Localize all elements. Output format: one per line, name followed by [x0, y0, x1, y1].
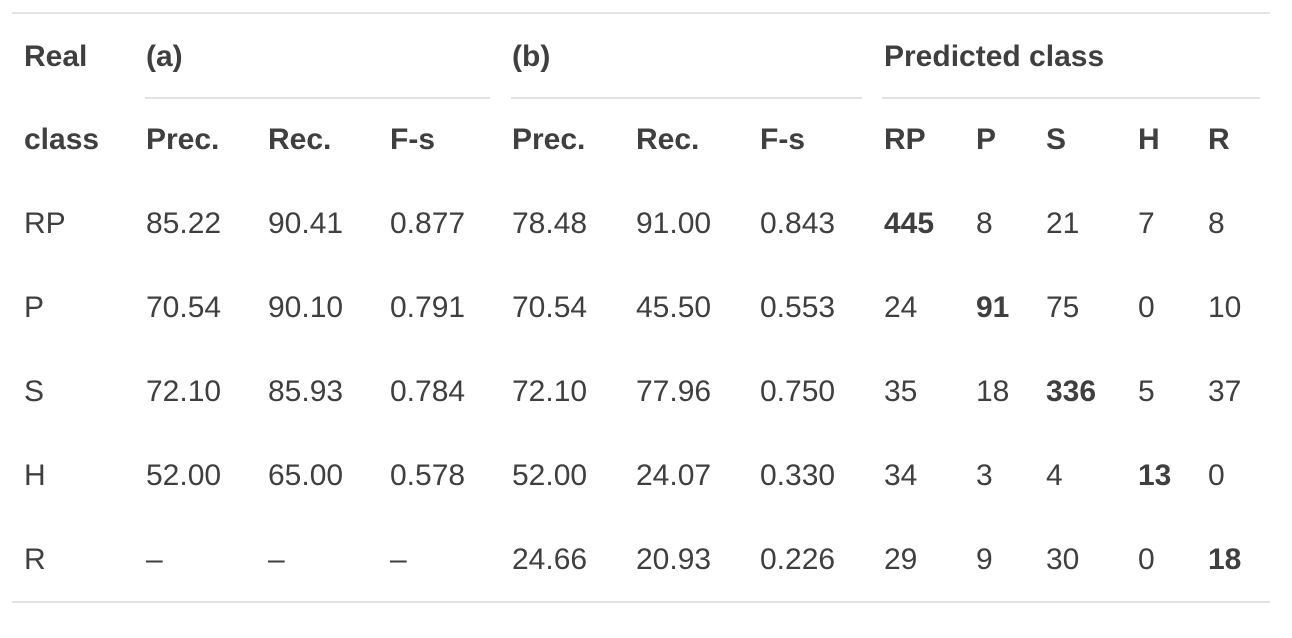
table-cell: 70.54	[512, 291, 588, 324]
real-class-header-line2: class	[24, 123, 100, 156]
table-cell: 7	[1138, 207, 1155, 240]
table-cell: 0.877	[390, 207, 466, 240]
row-label: H	[24, 459, 46, 492]
table-cell: 18	[976, 375, 1010, 408]
table-cell: 85.22	[146, 207, 222, 240]
table-cell: 70.54	[146, 291, 222, 324]
table-cell: 24.07	[636, 459, 712, 492]
group-a-rule	[145, 97, 490, 99]
table-cell: 37	[1208, 375, 1242, 408]
table-cell: 5	[1138, 375, 1155, 408]
table-cell: 30	[1046, 543, 1080, 576]
predicted-class-rule	[882, 97, 1260, 99]
table-cell: 52.00	[512, 459, 588, 492]
table-cell: 8	[976, 207, 993, 240]
col-header-pred-p: P	[976, 123, 997, 156]
table-cell: 29	[884, 543, 918, 576]
table-cell: 75	[1046, 291, 1080, 324]
col-header-a-recall: Rec.	[268, 123, 332, 156]
table-cell: 77.96	[636, 375, 712, 408]
col-header-pred-h: H	[1138, 123, 1160, 156]
table-top-rule	[12, 12, 1270, 14]
table-cell: 0.784	[390, 375, 466, 408]
table-cell: 9	[976, 543, 993, 576]
table-cell: 52.00	[146, 459, 222, 492]
col-header-a-fscore: F-s	[390, 123, 435, 156]
table-bottom-rule	[12, 601, 1270, 603]
table-cell: 0.843	[760, 207, 836, 240]
col-header-pred-r: R	[1208, 123, 1230, 156]
row-label: RP	[24, 207, 66, 240]
group-a-header: (a)	[146, 40, 183, 73]
table-cell: 90.10	[268, 291, 344, 324]
table-cell: 24	[884, 291, 918, 324]
table-cell: 0.553	[760, 291, 836, 324]
col-header-b-precision: Prec.	[512, 123, 586, 156]
group-b-rule	[511, 97, 862, 99]
table-cell: 24.66	[512, 543, 588, 576]
row-label: R	[24, 543, 46, 576]
table-cell: 91.00	[636, 207, 712, 240]
table-cell: 0.578	[390, 459, 466, 492]
table-cell: 35	[884, 375, 918, 408]
row-label: P	[24, 291, 45, 324]
table-cell: 4	[1046, 459, 1063, 492]
table-cell: 0.750	[760, 375, 836, 408]
col-header-b-recall: Rec.	[636, 123, 700, 156]
table-cell: 21	[1046, 207, 1080, 240]
table-cell: 10	[1208, 291, 1242, 324]
table-cell: 0	[1138, 543, 1155, 576]
table-cell-diagonal: 445	[884, 207, 935, 240]
table-cell: 45.50	[636, 291, 712, 324]
table-cell: 3	[976, 459, 993, 492]
row-label: S	[24, 375, 45, 408]
table-cell: 72.10	[512, 375, 588, 408]
table-cell-diagonal: 13	[1138, 459, 1172, 492]
group-b-header: (b)	[512, 40, 551, 73]
col-header-pred-rp: RP	[884, 123, 926, 156]
col-header-b-fscore: F-s	[760, 123, 805, 156]
table-cell: 65.00	[268, 459, 344, 492]
table-cell: 0	[1208, 459, 1225, 492]
table-cell: 85.93	[268, 375, 344, 408]
table-cell: 0.330	[760, 459, 836, 492]
predicted-class-header: Predicted class	[884, 40, 1105, 73]
table-cell: –	[390, 543, 407, 576]
table-cell: 34	[884, 459, 918, 492]
table-cell: 0.791	[390, 291, 466, 324]
table-cell-diagonal: 336	[1046, 375, 1097, 408]
table-cell: 20.93	[636, 543, 712, 576]
table-cell: 72.10	[146, 375, 222, 408]
table-cell: 0	[1138, 291, 1155, 324]
table-cell: –	[268, 543, 285, 576]
table-cell: –	[146, 543, 163, 576]
col-header-a-precision: Prec.	[146, 123, 220, 156]
table-cell-diagonal: 18	[1208, 543, 1242, 576]
table-cell: 8	[1208, 207, 1225, 240]
table-cell: 90.41	[268, 207, 344, 240]
table-cell-diagonal: 91	[976, 291, 1010, 324]
real-class-header: Real	[24, 40, 88, 73]
col-header-pred-s: S	[1046, 123, 1067, 156]
table-cell: 0.226	[760, 543, 836, 576]
table-cell: 78.48	[512, 207, 588, 240]
